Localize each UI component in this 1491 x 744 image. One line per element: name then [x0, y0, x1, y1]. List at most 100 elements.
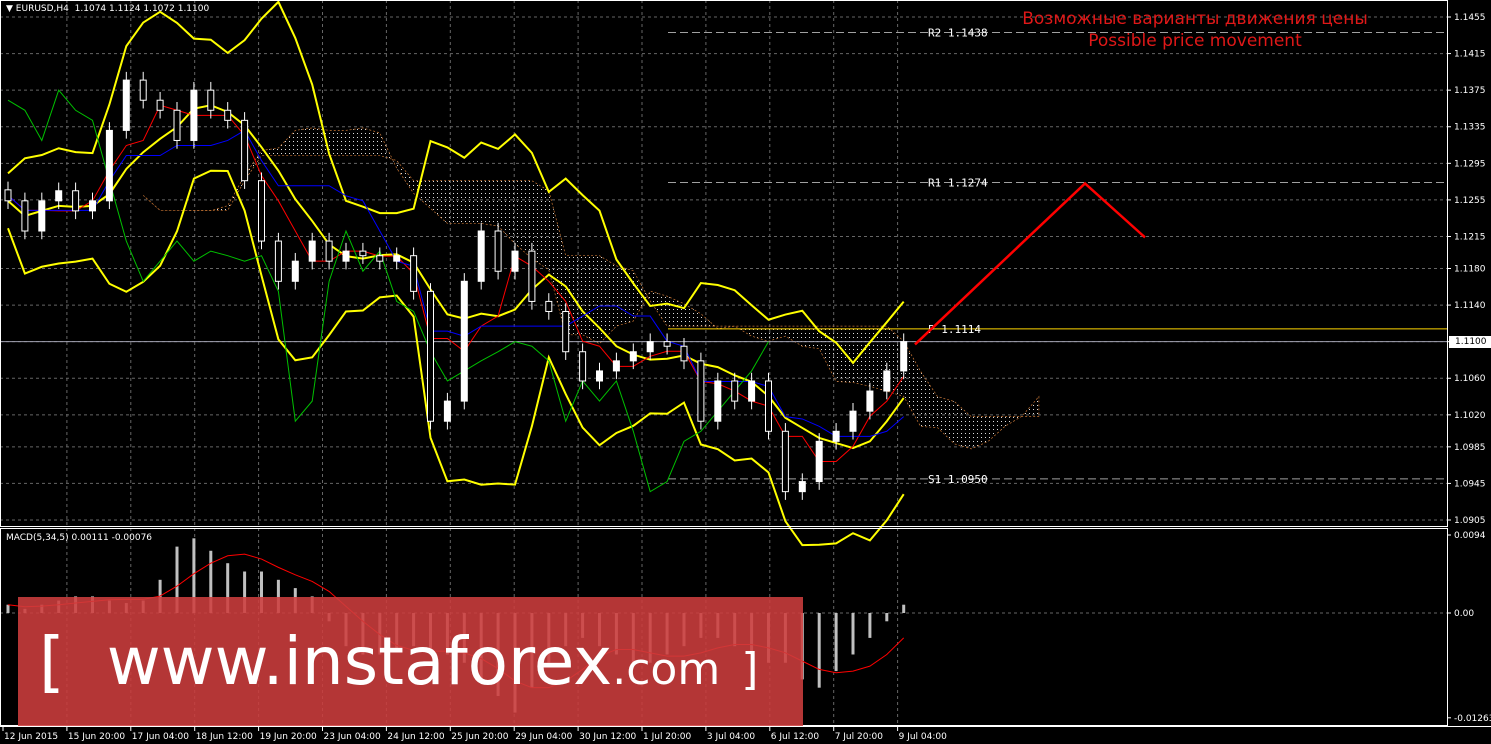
- bull-candle: [511, 250, 519, 272]
- macd-bar: [209, 550, 213, 613]
- x-tick-label: 7 Jul 20:00: [835, 732, 884, 742]
- macd-bar: [226, 563, 230, 613]
- bull-candle: [866, 390, 874, 412]
- macd-bar: [192, 538, 196, 613]
- bear-candle: [156, 99, 164, 111]
- level-label-r1: R1 1.1274: [928, 177, 988, 190]
- bull-candle: [646, 341, 654, 353]
- wm-tld: .com: [612, 644, 721, 695]
- bollinger-lower: [7, 169, 905, 547]
- bull-candle: [38, 200, 46, 232]
- bear-candle: [731, 380, 739, 402]
- y-tick-label: 1.1415: [1454, 50, 1486, 60]
- bear-candle: [781, 430, 789, 493]
- macd-y-tick-label: -0.01263: [1454, 714, 1491, 724]
- y-tick-label: 1.1020: [1454, 411, 1486, 421]
- wm-bracket-open: [: [38, 623, 65, 700]
- bear-candle: [680, 345, 688, 362]
- y-tick-label: 1.1455: [1454, 13, 1486, 23]
- macd-bar: [175, 546, 179, 613]
- bull-candle: [477, 230, 485, 282]
- bull-candle: [849, 410, 857, 432]
- macd-bar: [260, 571, 263, 613]
- x-tick-label: 24 Jun 12:00: [387, 732, 444, 742]
- forecast-line: [914, 181, 1146, 346]
- y-tick-label: 1.0905: [1454, 516, 1486, 526]
- x-tick-label: 1 Jul 20:00: [643, 732, 692, 742]
- bear-candle: [139, 79, 147, 101]
- forecast-path: [914, 181, 1146, 346]
- level-label-r2: R2 1.1438: [928, 27, 988, 40]
- macd-bar: [902, 604, 906, 613]
- bull-candle: [105, 129, 113, 202]
- bull-candle: [815, 440, 823, 483]
- bear-candle: [258, 180, 265, 242]
- bull-candle: [308, 240, 316, 262]
- tenkan-line: [7, 104, 905, 462]
- bear-candle: [494, 230, 502, 272]
- x-tick-label: 23 Jun 04:00: [324, 732, 381, 742]
- bull-candle: [460, 280, 468, 402]
- wm-site: www.instaforex: [106, 623, 613, 700]
- time-axis[interactable]: 12 Jun 2015 15 Jun 20:00 17 Jun 04:00 18 Ju…: [2, 726, 948, 742]
- bull-candle: [714, 380, 722, 422]
- indicators: [7, 0, 905, 547]
- bear-candle: [224, 109, 232, 121]
- macd-bar: [6, 604, 10, 613]
- bear-candle: [359, 250, 367, 257]
- bull-candle: [629, 351, 637, 362]
- x-tick-label: 30 Jun 12:00: [579, 732, 636, 742]
- bull-candle: [291, 260, 299, 282]
- bear-candle: [765, 380, 772, 432]
- level-label-s1: S1 1.0950: [928, 473, 988, 486]
- bull-candle: [612, 360, 620, 372]
- bear-candle: [427, 290, 434, 422]
- bear-candle: [562, 310, 570, 353]
- y-tick-label: 1.1140: [1454, 301, 1486, 311]
- macd-y-tick-label: 0.00: [1454, 609, 1474, 619]
- y-tick-label: 1.0985: [1454, 443, 1486, 453]
- bear-candle: [697, 360, 705, 422]
- y-tick-label: 1.1060: [1454, 374, 1486, 384]
- bear-candle: [241, 119, 249, 182]
- x-tick-label: 9 Jul 04:00: [899, 732, 948, 742]
- bear-candle: [173, 109, 181, 141]
- bear-candle: [274, 240, 282, 282]
- bull-candle: [883, 370, 891, 392]
- annotation-en: Possible price movement: [1088, 31, 1302, 51]
- bear-candle: [663, 341, 671, 347]
- x-tick-label: 6 Jul 12:00: [771, 732, 820, 742]
- x-tick-label: 19 Jun 20:00: [260, 732, 317, 742]
- y-tick-label: 1.1295: [1454, 159, 1486, 169]
- cloud-area: [142, 127, 1040, 450]
- macd-bar: [851, 613, 855, 655]
- bear-candle: [72, 190, 80, 212]
- bull-candle: [798, 481, 806, 493]
- y-tick-label: 1.0945: [1454, 479, 1486, 489]
- macd-bar: [834, 613, 838, 672]
- price-axis[interactable]: 1.1455 1.1415 1.1375 1.1335 1.1295 1.1255 1.12…: [1447, 13, 1491, 724]
- bear-candle: [4, 189, 12, 202]
- bull-candle: [596, 370, 603, 382]
- bull-candle: [748, 380, 756, 402]
- x-tick-label: 15 Jun 20:00: [68, 732, 125, 742]
- y-tick-label: 1.1335: [1454, 123, 1486, 133]
- y-tick-label: 1.1375: [1454, 86, 1486, 96]
- symbol-label: EURUSD,H4: [15, 4, 69, 14]
- x-tick-label: 12 Jun 2015: [4, 732, 58, 742]
- annotation-ru: Возможные варианты движения цены: [1022, 9, 1368, 29]
- macd-bar: [817, 613, 821, 688]
- forecast-annotation: Возможные варианты движения цены Possibl…: [985, 8, 1405, 52]
- bear-candle: [410, 255, 418, 292]
- x-tick-label: 29 Jun 04:00: [515, 732, 572, 742]
- macd-y-tick-label: 0.0094: [1454, 531, 1486, 541]
- ichimoku-cloud: [142, 127, 1040, 450]
- x-tick-label: 18 Jun 12:00: [196, 732, 253, 742]
- bull-candle: [190, 89, 198, 141]
- level-label-p: P 1.1114: [928, 323, 981, 336]
- bollinger-upper: [7, 0, 905, 365]
- y-tick-label: 1.1255: [1454, 196, 1486, 206]
- current-price-label: 1.1100: [1449, 336, 1491, 348]
- candles: [4, 71, 908, 500]
- wm-bracket-close: ]: [741, 644, 759, 695]
